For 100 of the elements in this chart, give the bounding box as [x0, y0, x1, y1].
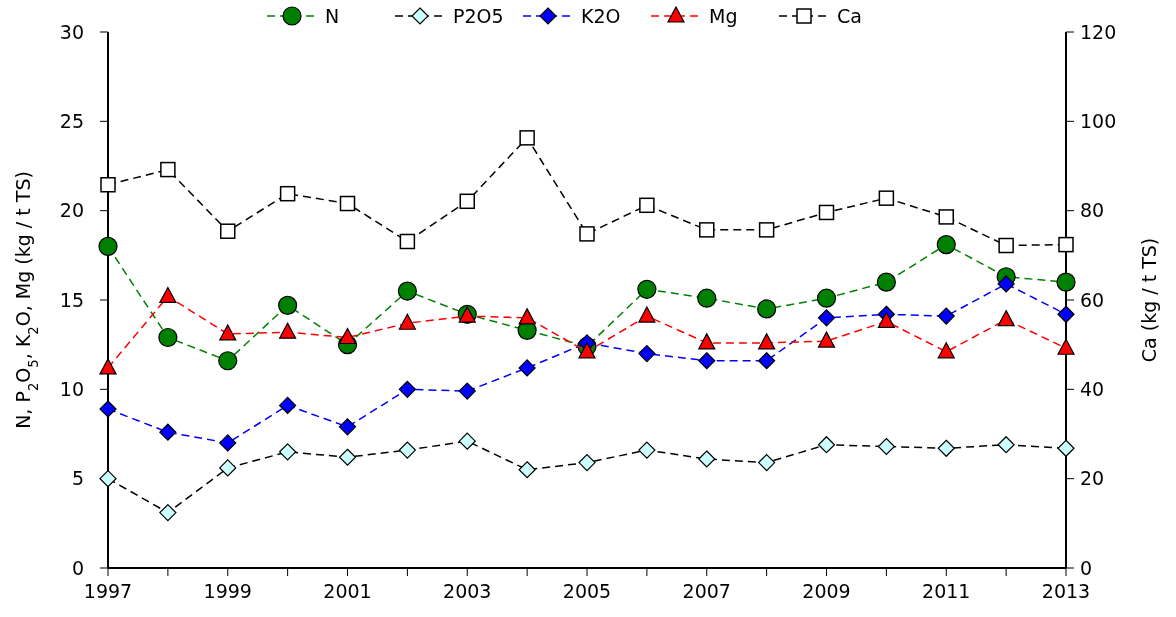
point [579, 226, 595, 242]
point [937, 307, 955, 325]
point [399, 233, 416, 250]
point [158, 327, 178, 348]
point [817, 436, 836, 454]
y2-tick-label: 40 [1080, 377, 1105, 400]
legend-label: Ca [837, 4, 862, 27]
y2-tick-label: 120 [1080, 20, 1117, 43]
point [278, 295, 298, 315]
x-tick-label: 2013 [1041, 580, 1091, 602]
point [639, 197, 655, 214]
y-tick-label: 0 [71, 556, 84, 579]
point [758, 352, 776, 370]
y2-tick-label: 0 [1080, 556, 1093, 579]
point [397, 281, 417, 301]
point [817, 331, 836, 348]
y2-tick-label: 60 [1080, 288, 1105, 311]
point [218, 351, 238, 371]
y-tick-label: 5 [71, 467, 84, 490]
point [219, 324, 237, 341]
point [1057, 338, 1075, 355]
point [998, 237, 1014, 254]
point [699, 222, 715, 238]
x-tick-label: 1999 [203, 580, 252, 602]
point [816, 288, 837, 308]
point [98, 236, 118, 256]
legend-label: P2O5 [453, 4, 504, 27]
point [997, 275, 1015, 293]
point [159, 286, 177, 304]
y2-tick-label: 20 [1080, 467, 1105, 490]
point [159, 423, 177, 441]
y-tick-label: 25 [59, 109, 84, 132]
x-tick-label: 1997 [83, 580, 133, 602]
point [220, 223, 236, 239]
point [398, 441, 416, 459]
point [219, 459, 237, 477]
point [100, 177, 116, 193]
y-tick-label: 10 [59, 377, 84, 400]
x-tick-label: 2011 [922, 580, 971, 602]
point [219, 434, 237, 452]
point [997, 436, 1015, 454]
point [638, 345, 656, 363]
legend-label: Mg [709, 4, 738, 27]
y2-axis-title: Ca (kg / t TS) [1138, 237, 1160, 363]
point [817, 309, 836, 327]
point [638, 441, 656, 459]
point [578, 453, 596, 472]
point [398, 313, 416, 330]
point [458, 382, 476, 400]
point [160, 161, 176, 178]
point [518, 308, 536, 325]
point [1058, 236, 1074, 253]
point [338, 418, 357, 436]
point [518, 359, 536, 377]
legend-label: N [325, 4, 340, 27]
point [99, 358, 117, 375]
x-tick-label: 2007 [682, 580, 731, 602]
point [818, 204, 835, 221]
point [1056, 272, 1076, 292]
point [758, 333, 776, 350]
point [1057, 305, 1075, 323]
point [398, 380, 416, 398]
point [279, 443, 297, 461]
point [937, 439, 955, 457]
point [578, 342, 596, 359]
point [99, 470, 117, 488]
point [938, 209, 954, 225]
point [518, 461, 536, 479]
y-tick-label: 15 [59, 288, 84, 311]
point [1057, 439, 1075, 457]
x-tick-label: 2009 [802, 580, 851, 602]
point [876, 272, 896, 292]
point [339, 195, 356, 212]
point [697, 288, 717, 308]
point [519, 130, 535, 146]
point [338, 327, 357, 345]
x-tick-label: 2005 [562, 580, 612, 602]
point [637, 279, 657, 299]
point [279, 396, 297, 415]
point [937, 342, 955, 359]
point [758, 453, 776, 472]
point [877, 437, 895, 456]
point [936, 235, 956, 255]
point [99, 400, 117, 418]
point [758, 222, 775, 238]
point [878, 190, 895, 206]
point [698, 333, 716, 350]
point [279, 185, 296, 202]
point [877, 311, 895, 329]
x-tick-label: 2001 [323, 580, 372, 602]
y2-tick-label: 100 [1080, 109, 1117, 132]
y-tick-label: 30 [59, 20, 84, 43]
point [698, 450, 716, 468]
point [757, 299, 777, 319]
y-tick-label: 20 [59, 199, 84, 222]
legend-label: K2O [581, 4, 621, 27]
point [458, 432, 476, 450]
point [698, 352, 716, 370]
point [338, 448, 357, 466]
point [638, 306, 656, 323]
